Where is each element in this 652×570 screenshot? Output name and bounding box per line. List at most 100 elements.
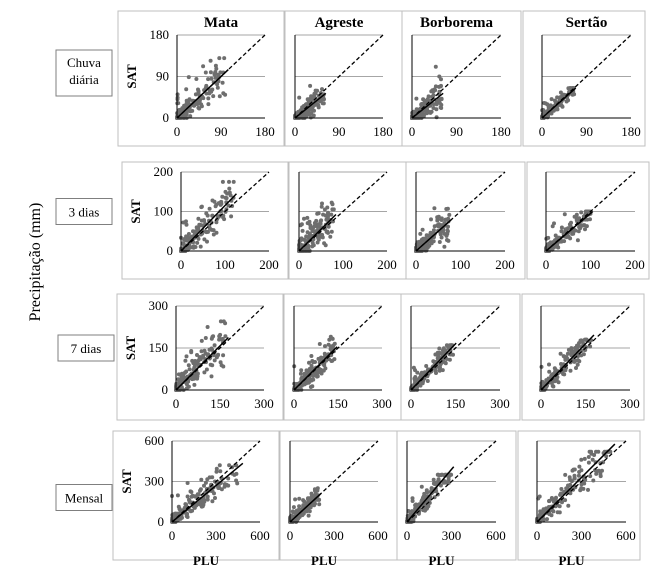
fit-line-1-2 (415, 219, 452, 252)
data-point (575, 238, 580, 243)
data-point (566, 226, 570, 231)
data-point (198, 97, 203, 102)
x-tick-label-0-0-0: 0 (174, 124, 181, 139)
data-point (578, 339, 583, 344)
data-point (439, 97, 444, 102)
fit-line-2-3 (540, 334, 595, 391)
data-point (324, 217, 329, 222)
data-point (549, 374, 554, 378)
data-point (437, 100, 442, 105)
data-point (203, 480, 208, 485)
data-point (413, 368, 417, 373)
data-point (202, 483, 206, 488)
data-point (308, 107, 312, 112)
data-point (208, 347, 213, 352)
column-title-1: Agreste (315, 15, 364, 31)
data-point (560, 500, 564, 505)
data-point (206, 229, 210, 234)
data-point (572, 214, 577, 219)
one-to-one-line-3-0 (171, 440, 261, 523)
data-point (222, 56, 227, 61)
data-point (190, 358, 195, 363)
data-point (579, 457, 584, 462)
fit-line-1-0 (180, 193, 237, 252)
data-point (315, 374, 319, 379)
data-point (304, 234, 309, 239)
data-point (441, 346, 446, 351)
data-point (431, 477, 436, 482)
data-point (204, 367, 209, 372)
x-tick-label-2-2-0: 0 (408, 396, 415, 411)
one-to-one-line-2-3 (540, 305, 631, 391)
x-tick-label-0-1-1: 90 (333, 124, 346, 139)
data-point (198, 488, 202, 493)
x-tick-label-0-2-0: 0 (409, 124, 416, 139)
data-point (569, 353, 574, 358)
x-tick-label-0-1-2: 180 (373, 124, 393, 139)
data-point (549, 111, 554, 116)
y-tick-label-0-1: 90 (156, 69, 169, 84)
data-point (438, 483, 443, 488)
fit-line-2-2 (410, 342, 457, 391)
data-point (418, 372, 423, 377)
x-tick-label-2-3-0: 0 (538, 396, 545, 411)
data-point (196, 236, 201, 241)
y-tick-label-1-1: 100 (154, 204, 174, 219)
data-point (214, 466, 219, 471)
y-tick-label-2-1: 150 (149, 340, 169, 355)
data-point (184, 354, 189, 359)
x-tick-label-1-1-2: 200 (377, 257, 397, 272)
column-title-0: Mata (204, 15, 239, 31)
data-point (193, 92, 198, 97)
x-axis-label-2: PLU (429, 553, 456, 568)
data-point (227, 186, 232, 191)
data-point (307, 509, 312, 514)
data-point (298, 223, 303, 228)
data-point (197, 355, 202, 360)
data-point (559, 229, 564, 234)
data-point (199, 338, 204, 343)
data-point (228, 193, 233, 198)
row-label-line-0-0: Chuva (67, 55, 101, 70)
x-tick-label-3-1-1: 300 (324, 528, 344, 543)
data-point (310, 359, 315, 363)
data-point (414, 96, 419, 101)
data-point (309, 354, 314, 358)
data-point (324, 229, 329, 234)
fit-line-3-1 (289, 493, 322, 523)
data-point (586, 487, 590, 492)
data-point (547, 362, 551, 367)
fit-line-2-1 (293, 346, 338, 391)
panel-frame-3-0 (112, 430, 280, 561)
data-point (432, 206, 437, 211)
fit-line-3-2 (406, 466, 455, 523)
x-tick-label-3-1-0: 0 (287, 528, 294, 543)
data-point (307, 496, 312, 501)
x-tick-label-0-3-0: 0 (539, 124, 546, 139)
data-point (582, 481, 587, 486)
data-point (574, 366, 578, 370)
data-point (188, 489, 193, 494)
row-label-box-1 (55, 198, 113, 225)
data-point (201, 353, 206, 358)
data-point (326, 210, 330, 215)
data-point (199, 205, 204, 210)
data-point (308, 83, 313, 88)
data-point (214, 66, 219, 71)
data-point (204, 211, 209, 216)
data-point (550, 224, 555, 229)
data-point (330, 358, 335, 363)
data-point (320, 201, 324, 206)
data-point (195, 240, 200, 245)
data-point (559, 487, 564, 491)
x-tick-label-1-2-1: 100 (451, 257, 471, 272)
data-point (582, 337, 587, 342)
data-point (546, 235, 551, 240)
x-tick-label-3-0-1: 300 (206, 528, 226, 543)
data-point (220, 179, 225, 184)
x-tick-label-1-2-2: 200 (495, 257, 515, 272)
data-point (232, 472, 237, 477)
fit-line-2-0 (175, 336, 229, 391)
data-point (217, 94, 222, 99)
data-point (549, 513, 554, 518)
